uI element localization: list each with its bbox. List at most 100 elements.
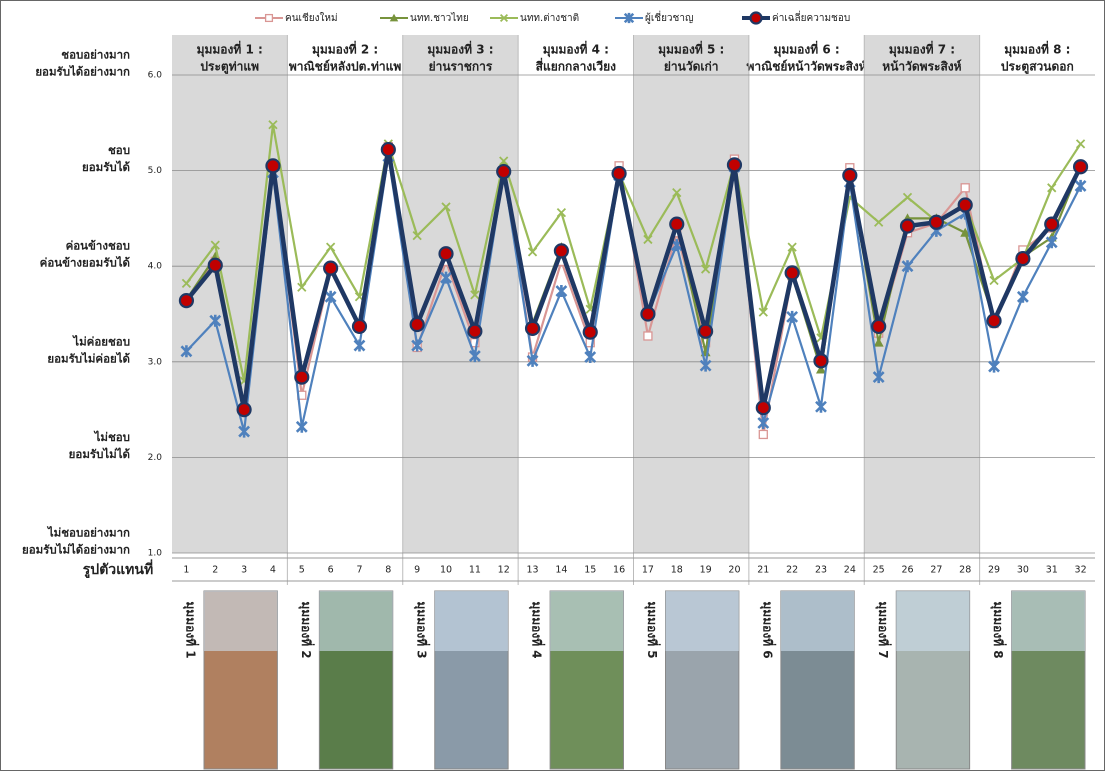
x-tick-label: 14	[555, 565, 567, 576]
marker	[238, 425, 251, 438]
marker	[468, 350, 481, 363]
group-subtitle: สี่แยกกลางเวียง	[536, 58, 616, 74]
photo-label: มุมมองที่ 2	[298, 601, 315, 658]
group-shade	[864, 35, 980, 553]
y-tick-label: 5.0	[148, 166, 163, 176]
marker	[957, 197, 973, 213]
photo-sky	[434, 591, 509, 651]
marker	[527, 247, 538, 257]
marker	[496, 163, 512, 180]
marker	[351, 318, 368, 335]
x-tick-label: 27	[930, 565, 942, 576]
x-tick-label: 8	[385, 565, 391, 576]
y-tick-label: 6.0	[148, 71, 163, 81]
x-tick-label: 1	[183, 565, 189, 576]
legend-label: คนเชียงใหม่	[285, 12, 338, 24]
group-title: มุมมองที่ 3 :	[427, 41, 493, 58]
marker	[1016, 290, 1029, 303]
level-label: ค่อนข้างชอบ	[66, 239, 130, 253]
photo-label: มุมมองที่ 4	[529, 601, 546, 658]
level-label: ยอมรับไม่ได้อย่างมาก	[22, 543, 130, 557]
marker	[842, 167, 858, 183]
marker	[470, 290, 480, 300]
photo-label: มุมมองที่ 6	[759, 601, 776, 658]
y-tick-label: 1.0	[148, 549, 163, 559]
marker	[181, 278, 192, 289]
x-tick-label: 28	[959, 565, 971, 576]
group-subtitle: ประตูท่าแพ	[200, 60, 259, 75]
marker	[815, 364, 826, 374]
marker	[749, 11, 763, 25]
marker	[960, 227, 971, 237]
marker	[726, 157, 743, 173]
marker	[441, 202, 451, 212]
legend-item: ค่าเฉลี่ยความชอบ	[742, 10, 850, 25]
x-tick-label: 19	[700, 565, 712, 576]
marker	[815, 400, 827, 413]
marker	[672, 187, 682, 198]
level-label: ยอมรับไม่ค่อยได้	[47, 351, 130, 365]
marker	[180, 345, 193, 358]
marker	[813, 353, 829, 369]
x-axis-title: รูปตัวแทนที่	[83, 559, 153, 578]
photo-sky	[204, 591, 278, 651]
group-title: มุมมองที่ 4 :	[543, 41, 609, 58]
marker	[700, 264, 711, 274]
photo-sky	[896, 591, 970, 651]
x-tick-label: 13	[527, 565, 539, 576]
marker	[872, 371, 885, 384]
x-tick-label: 3	[241, 565, 247, 576]
y-tick-label: 3.0	[148, 357, 163, 367]
photo-sky	[780, 591, 855, 651]
marker	[1074, 179, 1087, 192]
marker	[210, 240, 220, 250]
x-tick-label: 6	[328, 565, 334, 576]
marker	[264, 13, 274, 23]
x-tick-label: 9	[414, 565, 420, 576]
marker	[411, 339, 424, 352]
marker	[1047, 183, 1057, 193]
marker	[669, 216, 685, 232]
level-label: ยอมรับได้	[82, 160, 130, 174]
level-label: ชอบอย่างมาก	[61, 48, 130, 62]
x-tick-label: 10	[440, 565, 452, 576]
level-label: ค่อนข้างยอมรับได้	[40, 256, 130, 270]
x-tick-label: 18	[671, 565, 683, 576]
level-label: ยอมรับไม่ได้	[69, 447, 130, 461]
marker	[555, 285, 568, 298]
group-subtitle: ย่านวัดเก่า	[664, 60, 719, 74]
photo-label: มุมมองที่ 8	[990, 601, 1007, 658]
marker	[526, 354, 539, 367]
group-subtitle: พาณิชย์หน้าวัดพระสิงห์	[746, 60, 866, 74]
marker	[787, 242, 797, 252]
marker	[553, 243, 569, 259]
marker	[265, 158, 281, 174]
marker	[986, 313, 1002, 329]
marker	[380, 141, 396, 158]
marker	[623, 12, 635, 24]
x-tick-label: 25	[873, 565, 885, 576]
photo-sky	[665, 591, 739, 651]
marker	[323, 260, 339, 276]
photo-label: มุมมองที่ 7	[875, 601, 892, 658]
photo-sky	[550, 591, 624, 651]
y-tick-label: 2.0	[148, 453, 163, 463]
photo-label: มุมมองที่ 1	[183, 601, 200, 658]
marker	[758, 307, 768, 317]
level-label: ยอมรับได้อย่างมาก	[35, 65, 130, 79]
group-title: มุมมองที่ 2 :	[312, 41, 378, 58]
marker	[499, 156, 509, 166]
level-label: ไม่ค่อยชอบ	[71, 334, 130, 348]
legend-label: นทท.ต่างชาติ	[520, 13, 579, 24]
level-label: ไม่ชอบ	[93, 430, 130, 444]
x-tick-label: 20	[728, 565, 740, 576]
marker	[698, 323, 714, 339]
legend-label: นทท.ชาวไทย	[410, 12, 469, 24]
marker	[784, 265, 800, 281]
marker	[236, 402, 252, 418]
marker	[207, 257, 223, 273]
level-label: ชอบ	[108, 143, 130, 157]
marker	[268, 120, 278, 130]
